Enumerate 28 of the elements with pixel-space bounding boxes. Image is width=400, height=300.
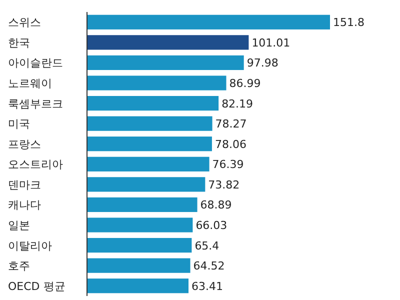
category-label: 일본 <box>8 219 30 232</box>
value-label: 78.27 <box>215 118 247 131</box>
category-label: 오스트리아 <box>8 158 63 172</box>
category-label: 노르웨이 <box>8 77 52 90</box>
value-label: 64.52 <box>193 260 225 273</box>
value-label: 82.19 <box>222 97 254 110</box>
value-label: 73.82 <box>208 178 240 192</box>
value-label: 86.99 <box>229 77 261 90</box>
category-label: 아이슬란드 <box>8 56 63 70</box>
value-label: 66.03 <box>196 219 228 232</box>
category-label: 스위스 <box>8 16 41 30</box>
category-label: 프랑스 <box>8 138 41 151</box>
value-label: 97.98 <box>246 56 278 70</box>
category-label: 이탈리아 <box>8 239 52 252</box>
category-label: 미국 <box>8 118 30 131</box>
category-label: OECD 평균 <box>8 280 66 293</box>
category-label: 룩셈부르크 <box>8 97 63 110</box>
value-label: 68.89 <box>200 198 232 212</box>
category-label: 호주 <box>8 260 30 273</box>
value-label: 65.4 <box>194 239 220 252</box>
category-label: 캐나다 <box>8 198 41 212</box>
category-label: 한국 <box>8 36 30 50</box>
value-label: 78.06 <box>214 138 246 151</box>
value-label: 76.39 <box>212 158 244 172</box>
category-label: 덴마크 <box>8 178 41 192</box>
value-label: 151.8 <box>333 16 364 30</box>
value-label: 63.41 <box>192 280 223 293</box>
value-label: 101.01 <box>252 36 290 50</box>
